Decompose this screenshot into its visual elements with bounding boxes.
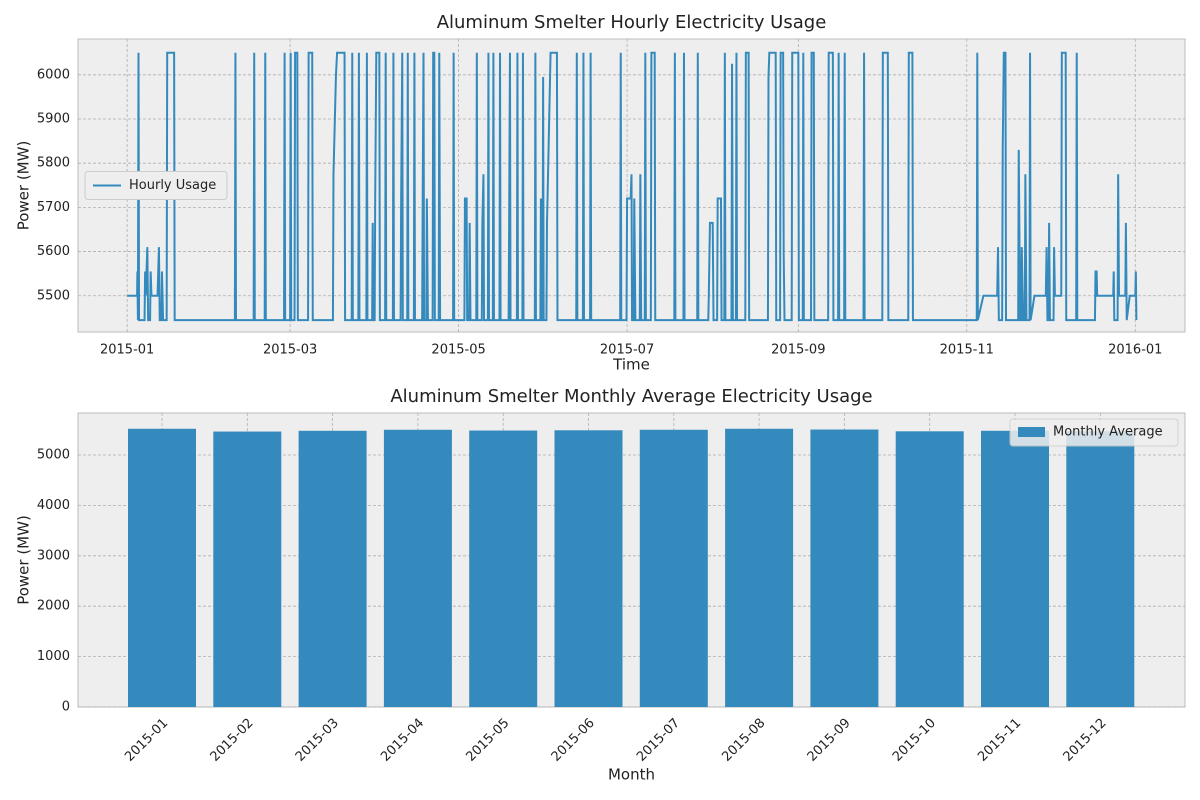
x-tick-label: 2015-11 xyxy=(940,343,994,358)
x-tick-label: 2015-08 xyxy=(719,716,768,765)
bar xyxy=(895,431,964,707)
x-tick-label: 2015-05 xyxy=(463,716,512,765)
legend-label: Hourly Usage xyxy=(129,178,216,193)
x-tick-label: 2015-12 xyxy=(1061,716,1110,765)
y-axis-label: Power (MW) xyxy=(15,515,33,605)
x-tick-label: 2015-01 xyxy=(100,343,154,358)
bar xyxy=(469,430,538,707)
x-tick-label: 2015-10 xyxy=(890,716,939,765)
x-axis-label: Month xyxy=(608,766,655,784)
chart-title: Aluminum Smelter Hourly Electricity Usag… xyxy=(437,12,827,33)
legend-label: Monthly Average xyxy=(1053,425,1163,440)
y-tick-label: 6000 xyxy=(37,67,70,82)
legend: Hourly Usage xyxy=(84,171,228,200)
x-axis-label: Time xyxy=(612,356,650,374)
y-axis-label: Power (MW) xyxy=(15,141,33,231)
bar xyxy=(639,429,708,707)
y-tick-label: 1000 xyxy=(37,649,70,664)
x-tick-label: 2015-03 xyxy=(263,343,317,358)
x-tick-label: 2015-11 xyxy=(975,716,1024,765)
y-tick-label: 5600 xyxy=(37,244,70,259)
bar xyxy=(1066,431,1135,707)
x-tick-label: 2016-01 xyxy=(1108,343,1162,358)
y-tick-label: 0 xyxy=(62,700,70,715)
x-tick-label: 2015-01 xyxy=(122,716,171,765)
x-tick-label: 2015-02 xyxy=(208,716,257,765)
x-tick-label: 2015-05 xyxy=(431,343,485,358)
x-tick-label: 2015-06 xyxy=(549,716,598,765)
y-tick-label: 2000 xyxy=(37,599,70,614)
legend-box xyxy=(84,171,228,200)
bar xyxy=(213,431,282,707)
y-tick-label: 5800 xyxy=(37,156,70,171)
x-tick-label: 2015-04 xyxy=(378,716,427,765)
y-tick-label: 4000 xyxy=(37,498,70,513)
x-tick-label: 2015-03 xyxy=(293,716,342,765)
bar xyxy=(725,428,794,707)
legend-swatch xyxy=(1018,427,1045,437)
x-tick-label: 2015-07 xyxy=(600,343,654,358)
x-tick-label: 2015-07 xyxy=(634,716,683,765)
y-tick-label: 5500 xyxy=(37,288,70,303)
line xyxy=(127,51,1138,322)
bar xyxy=(554,430,623,707)
bar xyxy=(128,428,196,707)
bar xyxy=(383,429,452,707)
legend: Monthly Average xyxy=(1009,418,1179,447)
chart-title: Aluminum Smelter Monthly Average Electri… xyxy=(390,386,872,407)
bar xyxy=(298,430,367,707)
x-tick-label: 2015-09 xyxy=(771,343,825,358)
bar xyxy=(810,429,879,707)
bar xyxy=(981,430,1049,707)
y-tick-label: 5900 xyxy=(37,111,70,126)
y-tick-label: 5700 xyxy=(37,200,70,215)
x-tick-label: 2015-09 xyxy=(805,716,854,765)
legend-box xyxy=(1009,418,1179,447)
y-tick-label: 5000 xyxy=(37,447,70,462)
y-tick-label: 3000 xyxy=(37,548,70,563)
